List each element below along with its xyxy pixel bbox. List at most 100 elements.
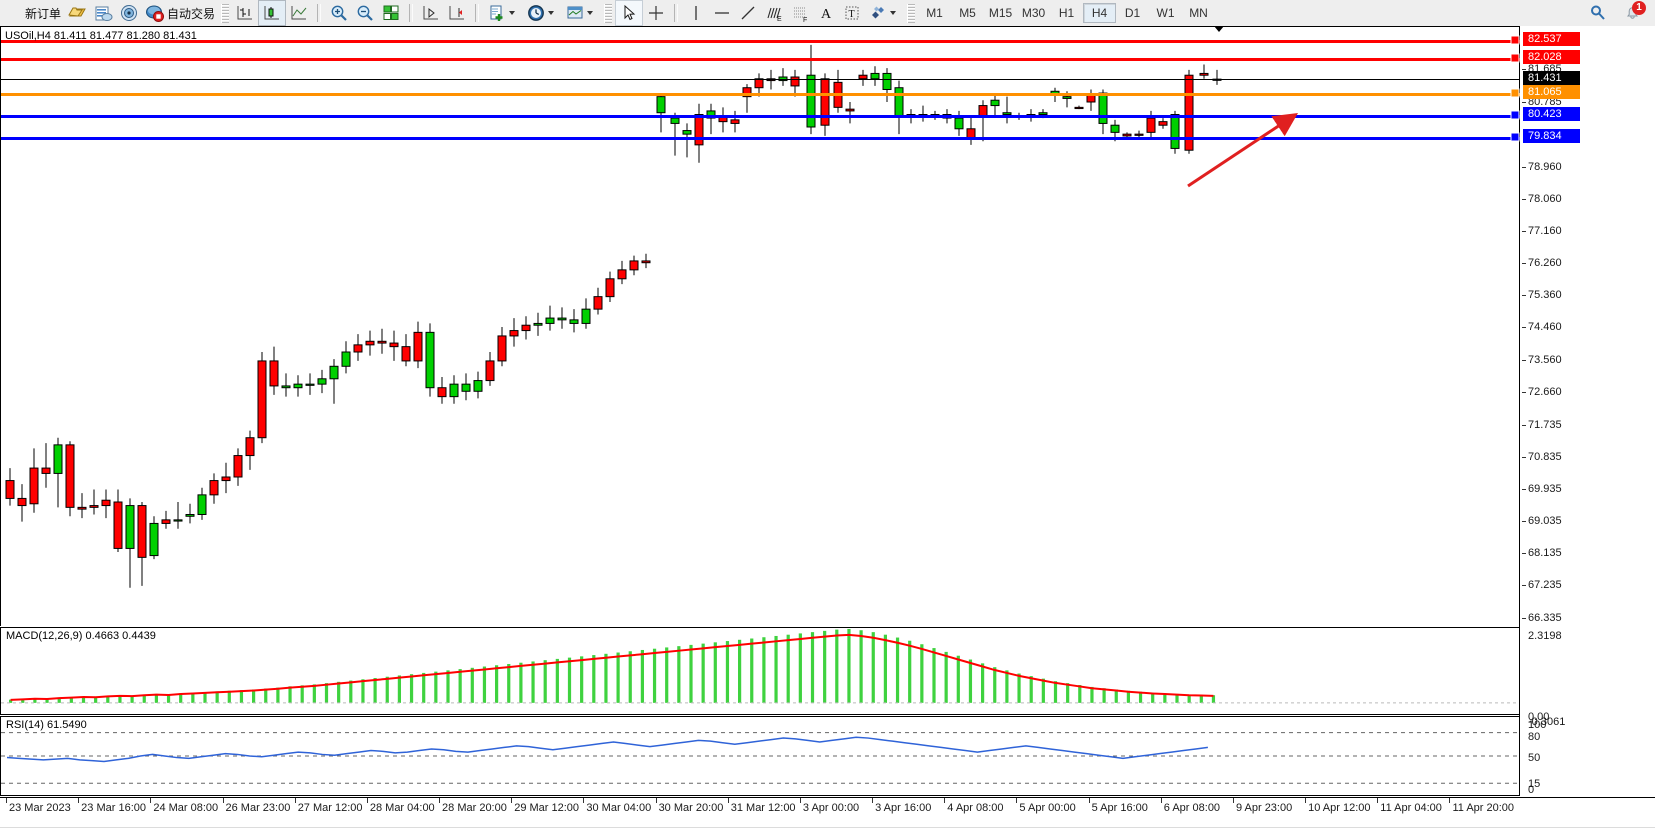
toolbar-separator — [317, 4, 322, 22]
zoom-in-button[interactable] — [326, 1, 352, 25]
text-button[interactable]: A — [813, 1, 839, 25]
text-icon: A — [816, 3, 836, 23]
time-gridline — [1232, 798, 1234, 803]
timeframe-w1[interactable]: W1 — [1156, 6, 1175, 20]
macd-histogram-bar — [57, 697, 61, 703]
profiles-button[interactable] — [90, 1, 116, 25]
level-line-resistance[interactable] — [1, 39, 1520, 43]
price-tag-support[interactable]: 79.834 — [1523, 128, 1580, 143]
candle — [1062, 96, 1072, 99]
toolbar-grip[interactable] — [221, 3, 230, 23]
candle — [53, 444, 63, 474]
price-tag-support[interactable]: 80.423 — [1523, 107, 1580, 122]
candle — [161, 519, 171, 524]
macd-pane[interactable]: MACD(12,26,9) 0.4663 0.4439 — [0, 627, 1519, 715]
toolbar-grip-3[interactable] — [907, 3, 916, 23]
macd-histogram-bar — [750, 638, 754, 703]
crosshair-tool-button[interactable] — [643, 1, 669, 25]
elliott-wave-button[interactable]: E — [761, 1, 787, 25]
level-line-last-price[interactable] — [1, 79, 1520, 81]
candle — [858, 74, 868, 80]
time-tick: 5 Apr 16:00 — [1091, 802, 1148, 814]
time-gridline — [583, 798, 585, 803]
bar-chart-button[interactable] — [232, 1, 258, 25]
macd-histogram-bar — [446, 670, 450, 703]
level-handle[interactable] — [1510, 132, 1520, 141]
timeframe-h4[interactable]: H4 — [1083, 3, 1117, 23]
candle — [954, 117, 964, 130]
level-line-pivot[interactable] — [1, 92, 1520, 96]
macd-histogram-bar — [349, 680, 353, 703]
level-line-support[interactable] — [1, 115, 1520, 119]
notifications-button[interactable]: 1 — [1619, 1, 1646, 25]
text-label-button[interactable]: T — [839, 1, 865, 25]
level-handle[interactable] — [1510, 35, 1520, 45]
candle — [569, 319, 579, 324]
horizontal-line-button[interactable] — [709, 1, 735, 25]
chart-shift-button[interactable] — [444, 1, 470, 25]
templates-caret-icon[interactable] — [587, 11, 594, 15]
chart-area[interactable]: USOil,H4 81.411 81.477 81.280 81.431 MAC… — [0, 26, 1655, 829]
candle — [1086, 94, 1096, 103]
level-handle[interactable] — [1510, 110, 1520, 120]
tile-windows-button[interactable] — [378, 1, 404, 25]
timeframe-m15[interactable]: M15 — [988, 6, 1013, 20]
line-chart-button[interactable] — [286, 1, 312, 25]
time-tick: 3 Apr 00:00 — [802, 802, 860, 814]
price-tag-last[interactable]: 81.431 — [1523, 71, 1580, 86]
shift-end-button[interactable] — [418, 1, 444, 25]
text-label-icon: T — [842, 3, 862, 23]
vertical-line-button[interactable] — [683, 1, 709, 25]
timeframe-m1[interactable]: M1 — [926, 6, 943, 20]
macd-histogram-bar — [33, 698, 37, 703]
toolbar-grip-2[interactable] — [604, 3, 613, 23]
macd-histogram-bar — [944, 651, 948, 703]
price-pane[interactable]: USOil,H4 81.411 81.477 81.280 81.431 — [0, 26, 1520, 626]
templates-button[interactable] — [562, 1, 601, 25]
objects-button[interactable] — [865, 1, 904, 25]
indicators-button[interactable] — [484, 1, 523, 25]
timeframe-m5[interactable]: M5 — [959, 6, 976, 20]
objects-caret-icon[interactable] — [890, 11, 897, 15]
folder-button[interactable] — [64, 1, 90, 25]
indicators-icon — [487, 3, 507, 23]
time-gridline — [1160, 798, 1162, 803]
price-scale[interactable]: 81.685 80.785 78.960 78.060 77.160 76.260 75.3… — [1519, 26, 1655, 796]
macd-histogram-bar — [835, 629, 839, 703]
period-caret-icon[interactable] — [548, 11, 555, 15]
fibonacci-button[interactable]: F — [787, 1, 813, 25]
level-handle[interactable] — [1510, 88, 1520, 98]
price-tag-resistance[interactable]: 82.537 — [1523, 31, 1580, 46]
level-line-support[interactable] — [1, 136, 1520, 140]
timeframe-mn[interactable]: MN — [1189, 6, 1208, 20]
price-tag-pivot[interactable]: 81.065 — [1523, 84, 1580, 99]
candle — [593, 296, 603, 310]
svg-text:E: E — [777, 16, 782, 23]
macd-histogram-bar — [847, 628, 851, 703]
trendline-button[interactable] — [735, 1, 761, 25]
candle — [1038, 112, 1048, 116]
zoom-out-button[interactable] — [352, 1, 378, 25]
market-watch-button[interactable] — [116, 1, 142, 25]
timeframe-h1[interactable]: H1 — [1058, 6, 1075, 20]
auto-trading-button[interactable]: 自动交易 — [142, 1, 218, 25]
candle — [742, 87, 752, 98]
timeframe-m30[interactable]: M30 — [1021, 6, 1046, 20]
macd-histogram-bar — [252, 689, 256, 703]
time-scale[interactable]: 23 Mar 2023 23 Mar 16:00 24 Mar 08:00 26 Ma… — [0, 797, 1655, 829]
candlestick-chart-button[interactable] — [258, 0, 287, 26]
candle — [437, 387, 447, 398]
period-button[interactable] — [523, 1, 562, 25]
level-line-resistance[interactable] — [1, 58, 1520, 62]
timeframe-d1[interactable]: D1 — [1124, 6, 1141, 20]
cursor-tool-button[interactable] — [615, 0, 644, 26]
candle — [113, 501, 123, 549]
search-button[interactable] — [1585, 1, 1611, 25]
price-tag-resistance[interactable]: 82.028 — [1523, 50, 1580, 65]
level-handle[interactable] — [1510, 53, 1520, 63]
new-order-button[interactable]: 新订单 — [0, 1, 64, 25]
indicators-caret-icon[interactable] — [509, 11, 516, 15]
rsi-pane[interactable]: RSI(14) 61.5490 — [0, 716, 1519, 796]
rsi-tick: 0 — [1528, 784, 1535, 796]
